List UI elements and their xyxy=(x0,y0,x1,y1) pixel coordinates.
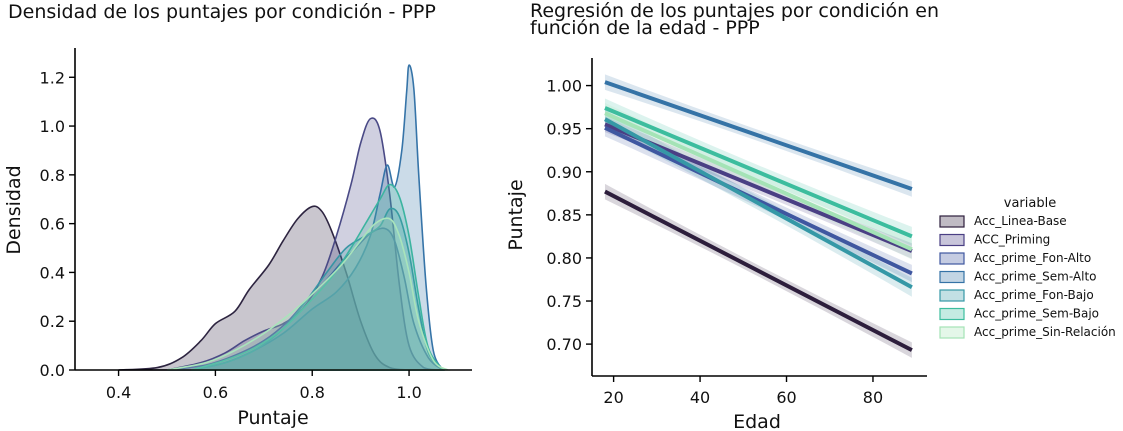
density-y-ticks: 0.0 0.2 0.4 0.6 0.8 1.0 1.2 xyxy=(40,68,75,380)
density-y-tick-label: 1.0 xyxy=(40,117,65,136)
density-y-axis-label: Densidad xyxy=(3,165,25,254)
regression-y-tick-label: 0.95 xyxy=(546,120,582,139)
regression-x-tick-label: 20 xyxy=(603,388,623,407)
density-chart-title: Densidad de los puntajes por condición -… xyxy=(8,1,436,23)
regression-chart-title-line-1: Regresión de los puntajes por condición … xyxy=(530,0,939,22)
legend-swatch xyxy=(939,326,965,339)
regression-y-tick-label: 0.75 xyxy=(546,292,582,311)
legend-swatch xyxy=(939,289,965,302)
density-y-tick-label: 0.8 xyxy=(40,166,65,185)
legend-label: Acc_prime_Sem-Alto xyxy=(974,270,1097,284)
legend-label: Acc_prime_Sin-Relación xyxy=(974,325,1116,339)
legend-label: Acc_prime_Fon-Alto xyxy=(974,251,1091,265)
density-y-tick-label: 1.2 xyxy=(40,68,65,87)
density-y-tick-label: 0.4 xyxy=(40,263,65,282)
legend-title: variable xyxy=(1004,196,1056,211)
density-area-3 xyxy=(191,64,445,371)
regression-chart: Regresión de los puntajes por condición … xyxy=(505,0,939,431)
legend-label: ACC_Priming xyxy=(974,233,1050,247)
density-x-axis-label: Puntaje xyxy=(237,407,308,429)
regression-lines xyxy=(604,80,913,352)
legend-label: Acc_Linea-Base xyxy=(974,214,1067,228)
density-area-1 xyxy=(166,117,439,371)
regression-x-tick-label: 80 xyxy=(863,388,883,407)
legend: variable Acc_Linea-Base ACC_Priming Acc_pr… xyxy=(939,196,1116,339)
regression-y-ticks: 0.70 0.75 0.80 0.85 0.90 0.95 1.00 xyxy=(546,77,592,354)
regression-y-axis-label: Puntaje xyxy=(505,179,527,250)
legend-label: Acc_prime_Sem-Bajo xyxy=(974,307,1099,321)
density-x-tick-label: 1.0 xyxy=(396,383,421,402)
legend-swatch xyxy=(939,215,965,228)
density-area-5 xyxy=(190,183,445,371)
regression-y-tick-label: 0.85 xyxy=(546,206,582,225)
regression-line-0 xyxy=(604,189,913,352)
density-chart: Densidad de los puntajes por condición -… xyxy=(3,1,472,429)
regression-x-tick-label: 40 xyxy=(690,388,710,407)
legend-label: Acc_prime_Fon-Bajo xyxy=(974,288,1094,302)
regression-line-6 xyxy=(604,111,913,252)
regression-y-tick-label: 0.90 xyxy=(546,163,582,182)
regression-line-4 xyxy=(604,117,913,289)
density-x-tick-label: 0.8 xyxy=(300,383,325,402)
regression-line-5 xyxy=(604,106,913,239)
legend-swatch xyxy=(939,307,965,321)
regression-x-tick-label: 60 xyxy=(776,388,796,407)
legend-swatch xyxy=(939,252,965,265)
regression-line-2 xyxy=(604,125,913,276)
regression-x-ticks: 20 40 60 80 xyxy=(603,376,883,407)
density-y-tick-label: 0.2 xyxy=(40,312,65,331)
density-x-tick-label: 0.4 xyxy=(106,383,131,402)
regression-y-tick-label: 0.70 xyxy=(546,335,582,354)
density-y-tick-label: 0.0 xyxy=(40,361,65,380)
density-area-0 xyxy=(118,205,410,371)
density-y-tick-label: 0.6 xyxy=(40,215,65,234)
density-x-tick-label: 0.6 xyxy=(203,383,228,402)
legend-swatch xyxy=(939,270,965,284)
legend-swatch xyxy=(939,233,965,247)
density-area-6 xyxy=(166,217,451,371)
regression-chart-title-line-2: función de la edad - PPP xyxy=(530,17,760,39)
regression-y-tick-label: 0.80 xyxy=(546,249,582,268)
regression-line-3 xyxy=(604,80,913,191)
density-areas xyxy=(118,64,451,371)
legend-items: Acc_Linea-Base ACC_Priming Acc_prime_Fon-A… xyxy=(939,214,1116,339)
regression-x-axis-label: Edad xyxy=(733,411,781,431)
regression-y-tick-label: 1.00 xyxy=(546,77,582,96)
density-x-ticks: 0.4 0.6 0.8 1.0 xyxy=(106,370,422,402)
